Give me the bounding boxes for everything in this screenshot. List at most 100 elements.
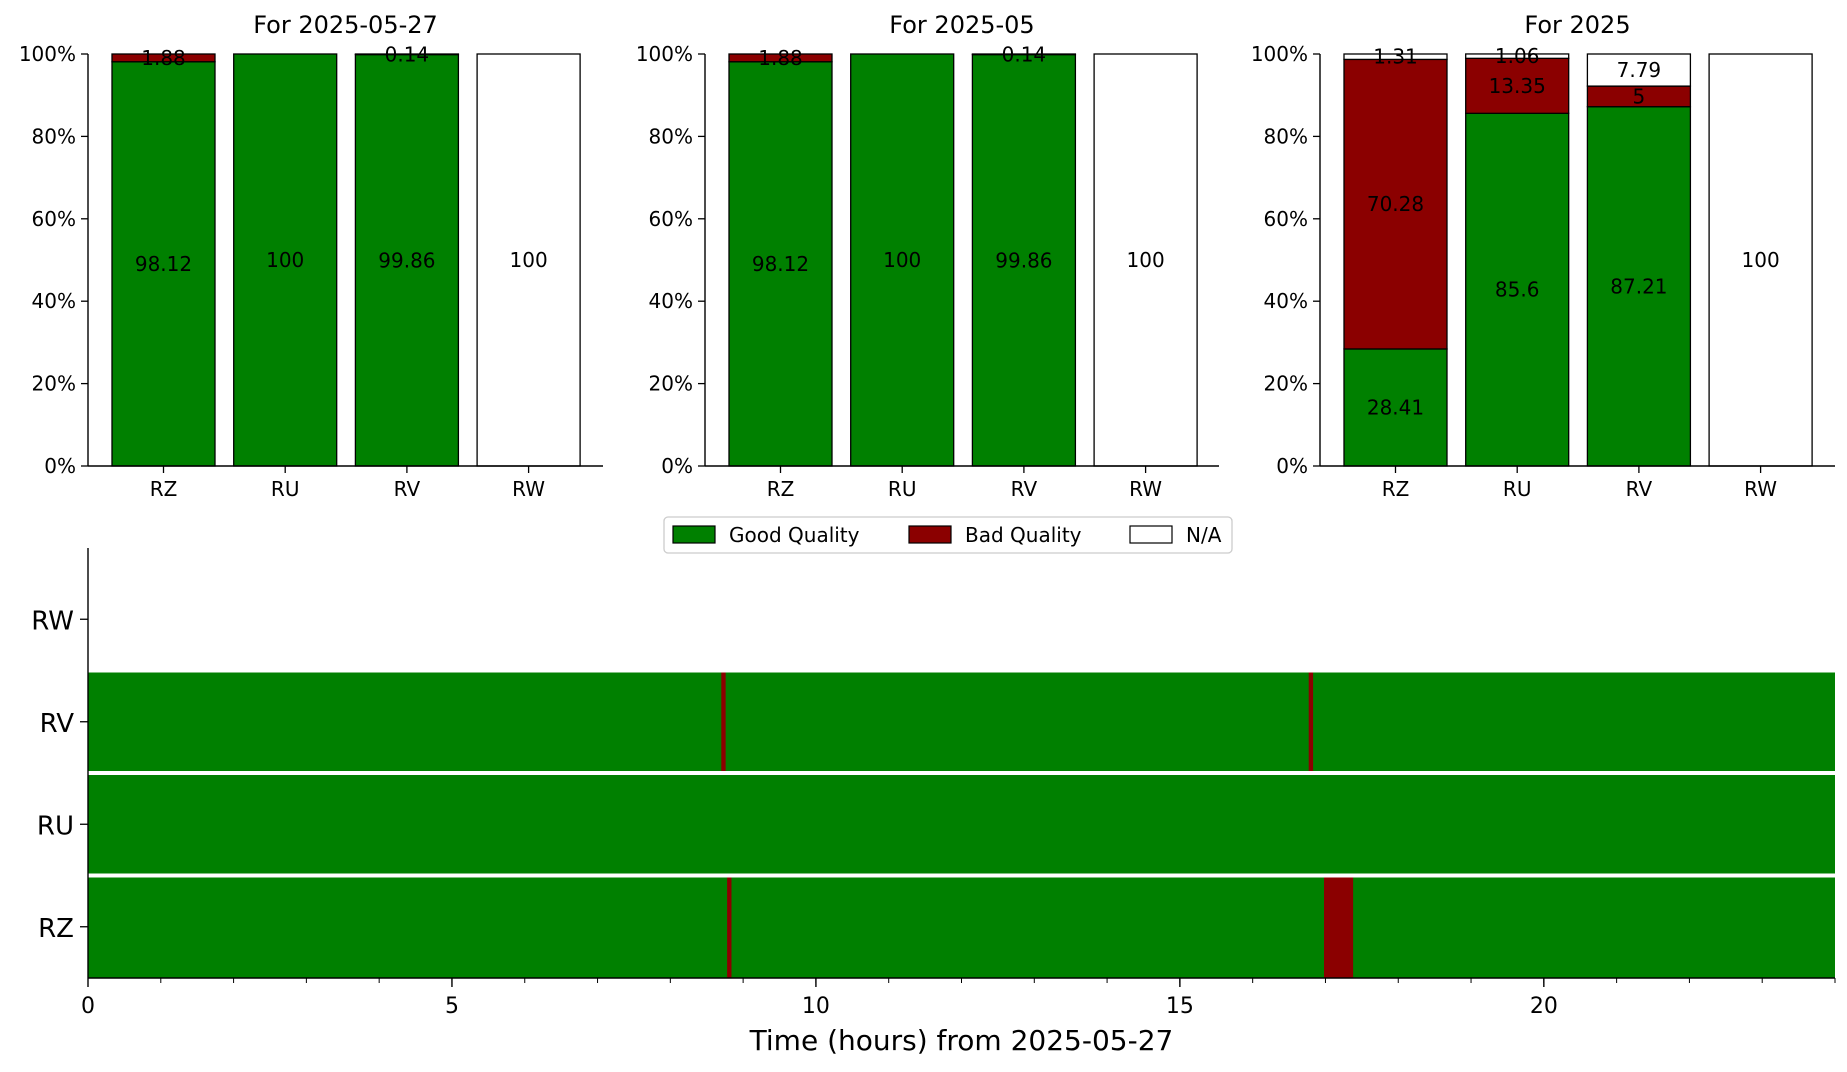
x-tick-label: 5	[445, 994, 459, 1019]
x-tick-label: RZ	[150, 477, 178, 501]
x-tick-label: RU	[1503, 477, 1532, 501]
bar-segment-rv-0	[971, 53, 1077, 467]
bar-segment-rw-2	[1708, 53, 1813, 467]
bad-quality-interval	[721, 670, 726, 773]
y-tick-label: 0%	[1276, 454, 1308, 478]
timeline-panel: RZ RU RV RW 0 5 10 15 20 Time (hours) from 2025-0…	[31, 548, 1836, 1057]
bar-segment-rv-1	[971, 53, 1077, 56]
legend-label: N/A	[1186, 523, 1222, 547]
y-tick-label: 100%	[1251, 42, 1308, 66]
x-tick-label: 15	[1166, 994, 1194, 1019]
data-label: 99.86	[995, 248, 1052, 272]
legend-swatch	[908, 525, 952, 544]
panel-title: For 2025-05-27	[253, 11, 438, 39]
bar-segment-rw-2	[476, 53, 581, 467]
y-tick-label: 40%	[649, 289, 693, 313]
data-label: 1.31	[1373, 45, 1418, 69]
legend-label: Good Quality	[729, 523, 860, 547]
y-tick-label: 80%	[649, 124, 693, 148]
bar-panel-3: For 2025 0% 20% 40% 60% 80% 100% 28.41 70.28 1.31…	[1251, 11, 1835, 501]
bar-segment-rv-1	[354, 53, 460, 56]
bar-segment-ru-0	[233, 53, 338, 467]
x-tick-label: 20	[1530, 994, 1558, 1019]
legend-swatch	[1129, 525, 1173, 544]
panel-title: For 2025-05	[889, 11, 1034, 39]
data-label: 1.06	[1495, 44, 1540, 68]
bar-segment-ru-1	[1465, 57, 1570, 114]
y-tick-label: 0%	[44, 454, 76, 478]
bar-segment-rz-0	[728, 61, 833, 467]
timeline-row-ru	[88, 773, 1835, 876]
data-label: 100	[266, 248, 304, 272]
y-tick-label: 20%	[649, 372, 693, 396]
x-axis-label: Time (hours) from 2025-05-27	[749, 1024, 1174, 1057]
panel-title: For 2025	[1524, 11, 1630, 39]
data-label: 87.21	[1610, 274, 1667, 298]
data-label: 28.41	[1367, 395, 1424, 419]
x-tick-label: 0	[81, 994, 95, 1019]
x-tick-label: 10	[802, 994, 830, 1019]
data-label: 0.14	[385, 42, 430, 66]
data-label: 0.14	[1002, 42, 1047, 66]
data-label: 1.88	[758, 46, 803, 70]
bar-segment-ru-2	[1465, 53, 1570, 59]
y-tick-label: 40%	[32, 289, 76, 313]
timeline-row-rw	[88, 568, 1835, 671]
bar-segment-ru-0	[850, 53, 955, 467]
legend-swatch	[672, 525, 716, 544]
x-tick-label: RU	[888, 477, 917, 501]
y-tick-label: 80%	[32, 124, 76, 148]
y-tick-label: 0%	[661, 454, 693, 478]
data-label: 100	[1742, 248, 1780, 272]
bar-segment-rz-1	[728, 53, 833, 63]
bad-quality-interval	[1308, 670, 1314, 773]
row-label: RU	[37, 811, 74, 841]
data-label: 5	[1633, 84, 1646, 108]
bar-segment-rv-0	[1586, 106, 1692, 467]
bar-segment-rz-0	[1343, 348, 1448, 467]
bad-quality-interval	[1324, 875, 1354, 978]
data-label: 99.86	[378, 248, 435, 272]
data-label: 85.6	[1495, 278, 1540, 302]
y-tick-label: 60%	[649, 207, 693, 231]
y-tick-label: 60%	[1264, 207, 1308, 231]
y-tick-label: 40%	[1264, 289, 1308, 313]
timeline-row-rv	[88, 670, 1835, 773]
x-tick-label: RW	[1744, 477, 1777, 501]
legend-label: Bad Quality	[965, 523, 1082, 547]
bar-segment-rz-1	[1343, 58, 1448, 350]
bar-panel-1: For 2025-05-27 0% 20% 40% 60% 80% 100% 98.12 1.8…	[19, 11, 603, 501]
data-label: 100	[883, 248, 921, 272]
data-label: 7.79	[1617, 58, 1662, 82]
y-tick-label: 100%	[19, 42, 76, 66]
x-tick-label: RV	[394, 477, 421, 501]
y-tick-label: 20%	[32, 372, 76, 396]
row-label: RV	[40, 709, 75, 739]
x-tick-label: RV	[1011, 477, 1038, 501]
data-label: 100	[1127, 248, 1165, 272]
y-tick-label: 100%	[636, 42, 693, 66]
bar-segment-rz-1	[111, 53, 216, 63]
x-tick-label: RZ	[1382, 477, 1410, 501]
x-tick-label: RW	[1129, 477, 1162, 501]
x-tick-label: RW	[512, 477, 545, 501]
bar-segment-rv-0	[354, 53, 460, 467]
y-tick-label: 60%	[32, 207, 76, 231]
data-label: 1.88	[141, 46, 186, 70]
row-label: RZ	[38, 914, 74, 944]
y-tick-label: 80%	[1264, 124, 1308, 148]
timeline-row-rz	[88, 875, 1835, 978]
data-label: 13.35	[1489, 74, 1546, 98]
data-label: 70.28	[1367, 192, 1424, 216]
bar-segment-ru-0	[1465, 112, 1570, 467]
bar-segment-rw-2	[1093, 53, 1198, 467]
data-label: 98.12	[135, 252, 192, 276]
bar-segment-rz-2	[1343, 53, 1448, 61]
y-tick-label: 20%	[1264, 372, 1308, 396]
x-tick-label: RV	[1626, 477, 1653, 501]
bar-segment-rv-2	[1586, 53, 1692, 87]
x-tick-label: RU	[271, 477, 300, 501]
bad-quality-interval	[727, 875, 732, 978]
legend: Good Quality Bad Quality N/A	[663, 516, 1233, 554]
